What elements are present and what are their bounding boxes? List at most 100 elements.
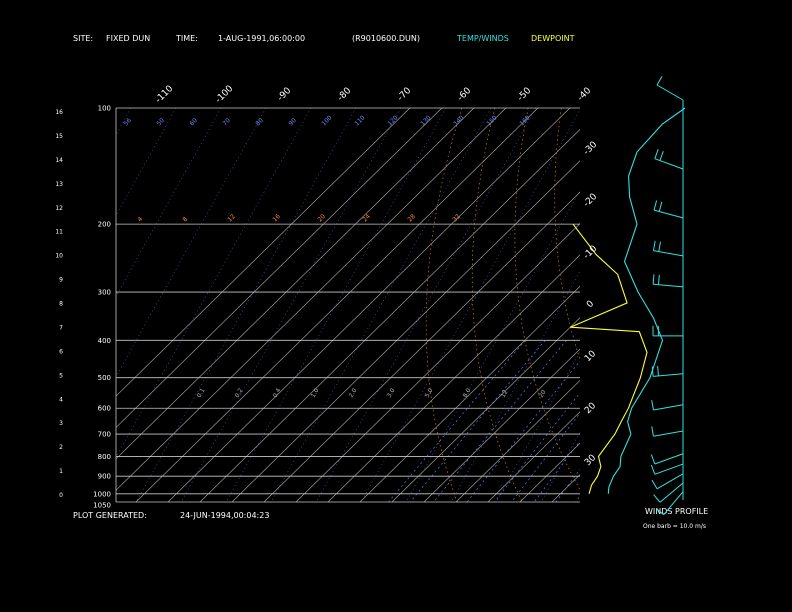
- isotherm-label-top: -110: [154, 84, 176, 106]
- dry-adiabat-line: [425, 108, 463, 502]
- height-tick-label: 9: [59, 277, 63, 284]
- wind-barb: [653, 430, 684, 437]
- isotherm-label-top: -50: [516, 86, 534, 104]
- wind-barb-flag: [651, 479, 658, 490]
- site-label: SITE:: [73, 34, 93, 43]
- plot-generated-value: 24-JUN-1994,00:04:23: [180, 511, 269, 520]
- time-label: TIME:: [175, 34, 198, 43]
- saturated-adiabat-line: [225, 108, 447, 502]
- saturated-adiabat-line: [116, 108, 222, 297]
- adiabat-label: 32: [451, 213, 461, 223]
- wind-barb-flag: [658, 201, 663, 212]
- height-tick-label: 3: [59, 420, 63, 427]
- mixing-ratio-line: [388, 340, 526, 502]
- isotherm-line: [116, 108, 443, 428]
- file-value: (R9010600.DUN): [352, 34, 420, 43]
- saturated-adiabat-line: [360, 109, 580, 502]
- wind-barb-flag: [652, 274, 655, 285]
- isotherm-line: [391, 317, 580, 502]
- pressure-tick-label: 800: [98, 453, 111, 461]
- isotherm-line: [712, 108, 792, 502]
- isotherm-line: [116, 108, 411, 397]
- height-tick-label: 16: [55, 109, 63, 116]
- dewpoint-profile: [570, 223, 648, 494]
- isotherm-line: [680, 108, 792, 502]
- isotherm-line: [327, 254, 580, 502]
- isotherm-label-right: -30: [582, 140, 600, 158]
- isotherm-line: [231, 160, 580, 502]
- pressure-tick-label: 200: [98, 221, 111, 229]
- height-tick-label: 0: [59, 492, 63, 499]
- isotherm-line: [648, 108, 792, 502]
- wind-barb-flag: [651, 366, 654, 377]
- height-tick-label: 4: [59, 396, 63, 403]
- isotherm-label-right: 0: [585, 299, 596, 310]
- saturated-adiabat-line: [586, 108, 792, 502]
- isotherm-label-right: 30: [583, 453, 598, 468]
- saturated-adiabat-line: [0, 108, 86, 502]
- height-tick-label: 13: [55, 181, 63, 188]
- background-lines: [0, 107, 792, 503]
- winds-scale-note: One barb = 10.0 m/s: [643, 523, 706, 530]
- theta-label: 80: [254, 117, 264, 127]
- wind-barb: [653, 404, 684, 411]
- mixing-ratio-label: 0.4: [272, 387, 283, 399]
- saturated-adiabat-line: [540, 431, 580, 502]
- isotherm-line: [423, 348, 580, 502]
- legend-dew: DEWPOINT: [531, 34, 575, 43]
- pressure-tick-label: 300: [98, 289, 111, 297]
- wind-barb-flag: [657, 274, 660, 285]
- dry-adiabat-line: [627, 108, 782, 502]
- isotherm-line: [584, 108, 792, 502]
- height-tick-label: 12: [55, 205, 63, 212]
- wind-barb-flag: [652, 240, 656, 251]
- isotherm-line: [263, 191, 580, 502]
- data-lines: [570, 107, 686, 494]
- saturated-adiabat-line: [495, 351, 580, 502]
- isotherm-label-right: 10: [583, 349, 598, 364]
- saturated-adiabat-line: [0, 108, 41, 502]
- saturated-adiabat-line: [116, 108, 132, 136]
- wind-barb: [663, 491, 684, 516]
- site-value: FIXED DUN: [106, 34, 150, 43]
- saturated-adiabat-line: [116, 108, 267, 378]
- saturated-adiabat-line: [405, 189, 580, 502]
- wind-barb-flag: [657, 365, 659, 376]
- saturated-adiabat-line: [315, 108, 537, 502]
- mixing-ratio-label: 3.0: [386, 387, 397, 399]
- adiabat-label: 8: [181, 216, 189, 224]
- wind-barb: [653, 283, 684, 288]
- theta-label: 150: [485, 114, 498, 127]
- adiabat-label: 28: [406, 213, 416, 223]
- isotherm-line: [295, 223, 580, 502]
- mixing-ratio-line: [533, 440, 580, 502]
- mixing-ratio-line: [410, 340, 546, 502]
- wind-barb-flag: [651, 400, 654, 411]
- isotherm-line: [135, 108, 539, 502]
- dry-adiabat-line: [661, 108, 792, 502]
- plot-grid: [0, 108, 792, 502]
- wind-barb-flag: [653, 494, 661, 503]
- isotherm-line: [359, 285, 580, 502]
- theta-label: 70: [221, 117, 231, 127]
- wind-barb: [654, 463, 684, 475]
- winds-profile-title: WINDS PROFILE: [645, 507, 708, 516]
- isotherm-label-top: -60: [456, 86, 474, 104]
- isotherm-label-top: -40: [576, 86, 594, 104]
- saturated-adiabat-line: [116, 108, 312, 458]
- wind-barb: [656, 473, 684, 490]
- adiabat-label: 4: [136, 216, 144, 224]
- wind-barb-flag: [654, 149, 659, 159]
- isotherm-line: [616, 108, 792, 502]
- isotherm-label-top: -100: [214, 84, 236, 106]
- isotherm-line: [487, 411, 580, 502]
- height-tick-label: 15: [55, 133, 63, 140]
- mixing-ratio-line: [433, 340, 567, 502]
- wind-barb-flag: [650, 454, 656, 465]
- wind-barb: [653, 250, 684, 257]
- theta-label: 110: [353, 114, 366, 127]
- wind-profile: [650, 76, 684, 516]
- isotherm-label-top: -90: [276, 86, 294, 104]
- height-tick-label: 11: [55, 229, 63, 236]
- height-tick-label: 5: [59, 372, 63, 379]
